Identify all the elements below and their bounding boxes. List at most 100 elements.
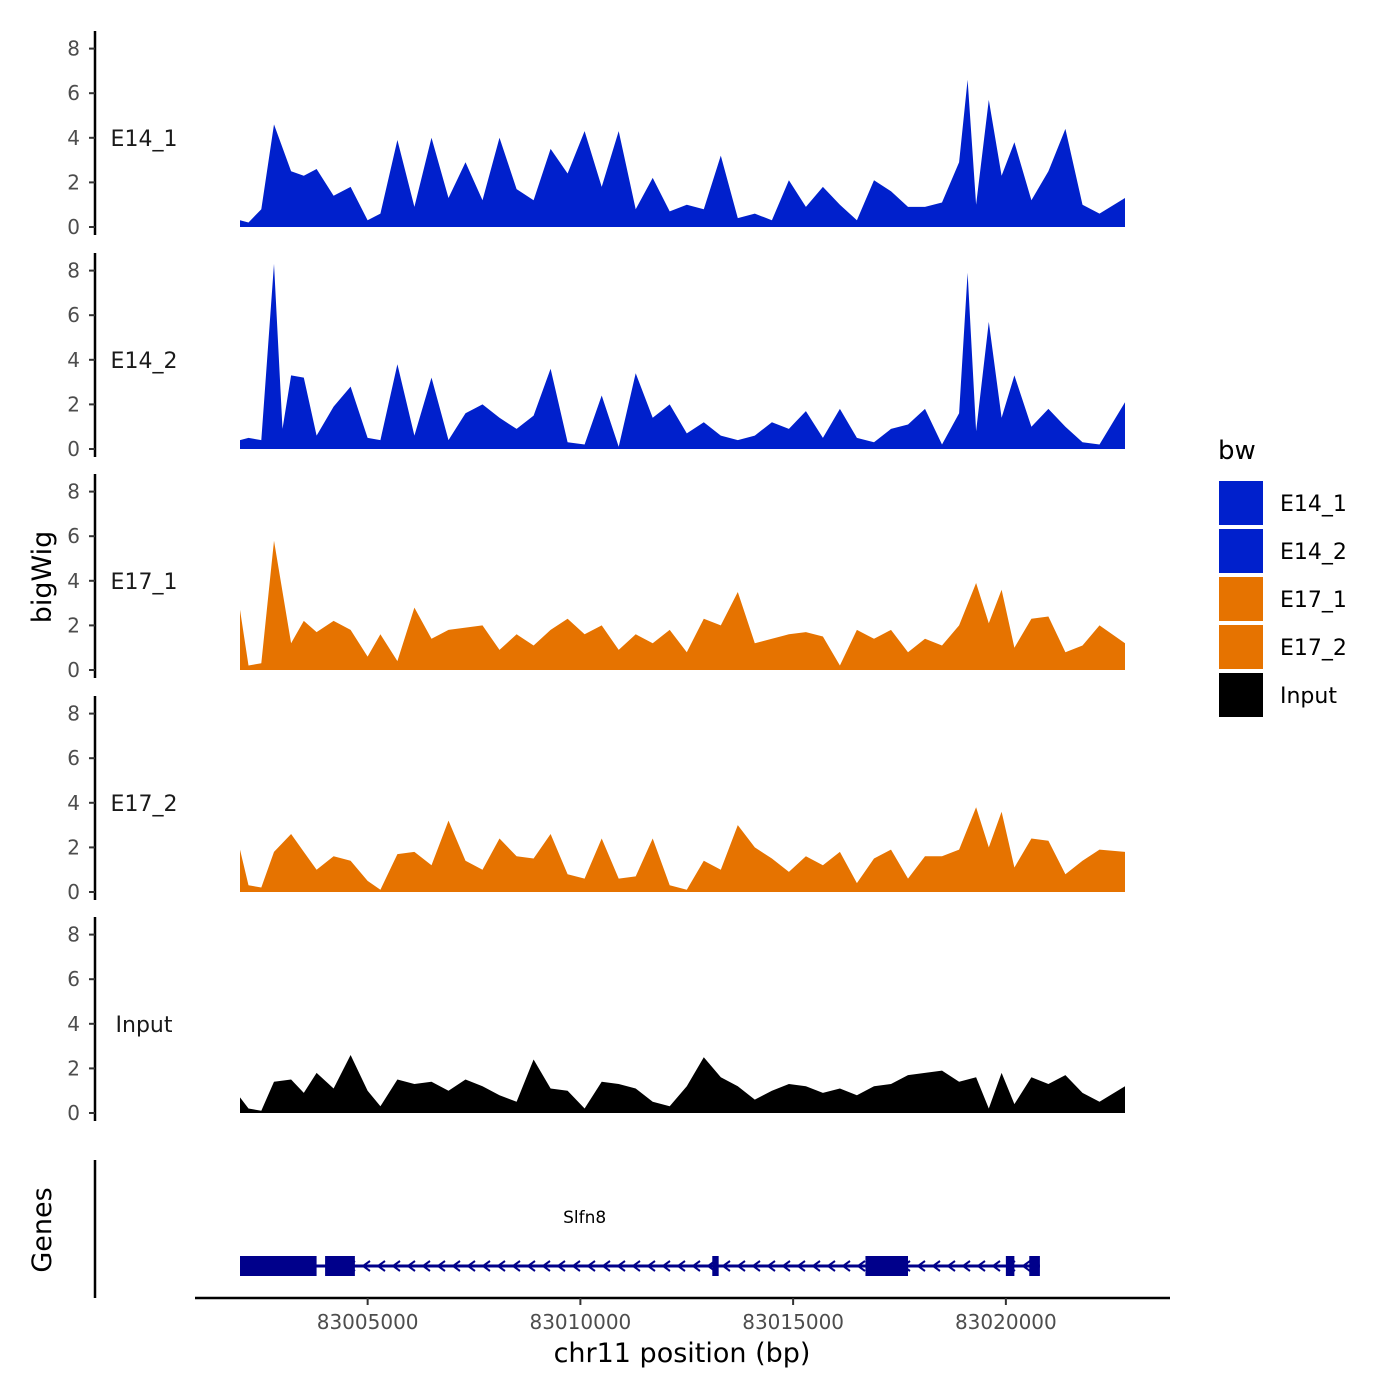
strand-arrow bbox=[661, 1260, 671, 1272]
strand-arrow bbox=[631, 1260, 641, 1272]
strand-arrow bbox=[481, 1260, 491, 1272]
legend: E14_1 E14_2 E17_1 E17_2 Input bbox=[1219, 481, 1347, 717]
tracks: 0 2 4 6 8 E14_1 0 2 4 6 8 E14_2 0 2 4 6 8 E17_1 0 2 4 6 8 E17_2… bbox=[67, 31, 1125, 1125]
y-tick-label: 0 bbox=[67, 658, 80, 682]
area-Input bbox=[240, 1055, 1125, 1113]
x-tick-label: 83005000 bbox=[317, 1310, 419, 1334]
strand-arrow bbox=[586, 1260, 596, 1272]
legend-label-E14_1: E14_1 bbox=[1280, 492, 1347, 517]
y-tick-label: 2 bbox=[67, 1056, 80, 1080]
y-tick-label: 8 bbox=[67, 923, 80, 947]
y-tick-label: 4 bbox=[67, 791, 80, 815]
strand-arrow bbox=[766, 1260, 776, 1272]
y-tick-label: 6 bbox=[67, 967, 80, 991]
gene-name-label: Slfn8 bbox=[563, 1208, 606, 1228]
area-E17_1 bbox=[240, 540, 1125, 670]
y-tick-label: 2 bbox=[67, 170, 80, 194]
x-tick-label: 83020000 bbox=[955, 1310, 1057, 1334]
strand-arrow bbox=[451, 1260, 461, 1272]
strand-arrow bbox=[526, 1260, 536, 1272]
x-tick-label: 83010000 bbox=[529, 1310, 631, 1334]
strand-arrow bbox=[646, 1260, 656, 1272]
track-label-E17_2: E17_2 bbox=[111, 792, 178, 817]
strand-arrow bbox=[751, 1260, 761, 1272]
strand-arrow bbox=[841, 1260, 851, 1272]
gene-track: Slfn8 bbox=[93, 1160, 1040, 1298]
y-tick-label: 4 bbox=[67, 348, 80, 372]
exon bbox=[1005, 1256, 1015, 1276]
legend-label-Input: Input bbox=[1280, 684, 1337, 709]
strand-arrow bbox=[826, 1260, 836, 1272]
strand-arrow bbox=[946, 1260, 956, 1272]
strand-arrow bbox=[916, 1260, 926, 1272]
y-tick-label: 8 bbox=[67, 702, 80, 726]
area-E14_2 bbox=[240, 263, 1125, 449]
y-tick-label: 2 bbox=[67, 613, 80, 637]
strand-arrow bbox=[991, 1260, 1001, 1272]
y-tick-label: 6 bbox=[67, 81, 80, 105]
strand-arrow bbox=[811, 1260, 821, 1272]
legend-swatch-E17_1 bbox=[1219, 577, 1263, 621]
x-axis: 83005000 83010000 83015000 83020000 bbox=[195, 1296, 1170, 1334]
strand-arrow bbox=[781, 1260, 791, 1272]
strand-arrow bbox=[691, 1260, 701, 1272]
y-tick-label: 2 bbox=[67, 835, 80, 859]
y-tick-label: 6 bbox=[67, 303, 80, 327]
legend-swatch-E14_1 bbox=[1219, 481, 1263, 525]
area-E14_1 bbox=[240, 79, 1125, 227]
strand-arrow bbox=[616, 1260, 626, 1272]
y-tick-label: 6 bbox=[67, 746, 80, 770]
strand-arrow bbox=[436, 1260, 446, 1272]
strand-arrow bbox=[361, 1260, 371, 1272]
y-tick-label: 8 bbox=[67, 259, 80, 283]
strand-arrow bbox=[856, 1260, 866, 1272]
track-label-E17_1: E17_1 bbox=[111, 570, 178, 595]
y-tick-label: 0 bbox=[67, 437, 80, 461]
strand-arrow bbox=[961, 1260, 971, 1272]
track-label-E14_2: E14_2 bbox=[111, 349, 178, 374]
track-E14_1: 0 2 4 6 8 E14_1 bbox=[67, 31, 1125, 239]
strand-arrow bbox=[976, 1260, 986, 1272]
strand-arrow bbox=[541, 1260, 551, 1272]
y-tick-label: 0 bbox=[67, 215, 80, 239]
exon bbox=[325, 1256, 355, 1276]
exon bbox=[240, 1256, 317, 1276]
strand-arrow bbox=[556, 1260, 566, 1272]
y-tick-label: 0 bbox=[67, 1101, 80, 1125]
track-Input: 0 2 4 6 8 Input bbox=[67, 917, 1125, 1125]
legend-title: bw bbox=[1218, 436, 1256, 466]
strand-arrow bbox=[496, 1260, 506, 1272]
strand-arrow bbox=[421, 1260, 431, 1272]
legend-label-E17_1: E17_1 bbox=[1280, 588, 1347, 613]
legend-swatch-Input bbox=[1219, 673, 1263, 717]
strand-arrow bbox=[796, 1260, 806, 1272]
x-tick-label: 83015000 bbox=[742, 1310, 844, 1334]
track-E17_1: 0 2 4 6 8 E17_1 bbox=[67, 474, 1125, 682]
strand-arrow bbox=[466, 1260, 476, 1272]
track-E17_2: 0 2 4 6 8 E17_2 bbox=[67, 696, 1125, 904]
exon bbox=[1029, 1256, 1040, 1276]
y-tick-label: 6 bbox=[67, 524, 80, 548]
y-tick-label: 4 bbox=[67, 126, 80, 150]
strand-arrow bbox=[736, 1260, 746, 1272]
strand-arrow bbox=[406, 1260, 416, 1272]
strand-arrow bbox=[721, 1260, 731, 1272]
strand-arrow bbox=[931, 1260, 941, 1272]
track-label-E14_1: E14_1 bbox=[111, 127, 178, 152]
strand-arrow bbox=[376, 1260, 386, 1272]
y-axis-title: bigWig bbox=[27, 531, 58, 624]
genes-track-title: Genes bbox=[27, 1187, 58, 1272]
track-label-Input: Input bbox=[116, 1013, 173, 1038]
strand-arrow bbox=[1021, 1260, 1031, 1272]
y-tick-label: 4 bbox=[67, 1012, 80, 1036]
strand-arrow bbox=[571, 1260, 581, 1272]
y-tick-label: 8 bbox=[67, 37, 80, 61]
track-E14_2: 0 2 4 6 8 E14_2 bbox=[67, 253, 1125, 461]
y-tick-label: 0 bbox=[67, 880, 80, 904]
y-tick-label: 2 bbox=[67, 392, 80, 416]
x-axis-title: chr11 position (bp) bbox=[554, 1338, 811, 1369]
legend-swatch-E14_2 bbox=[1219, 529, 1263, 573]
strand-arrow bbox=[676, 1260, 686, 1272]
legend-label-E17_2: E17_2 bbox=[1280, 636, 1347, 661]
strand-arrow bbox=[391, 1260, 401, 1272]
